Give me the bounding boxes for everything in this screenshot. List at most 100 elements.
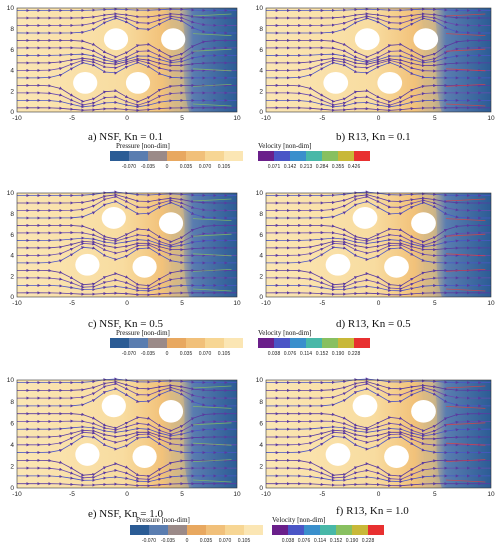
fast-streak	[445, 385, 486, 389]
velocity-tick: 0.284	[316, 164, 329, 170]
pressure-tick: 0	[166, 351, 169, 357]
pressure-tick: -0.070	[122, 351, 136, 357]
fast-streak	[192, 48, 232, 52]
y-tick-label: 8	[10, 399, 14, 406]
velocity-swatch	[352, 525, 368, 535]
pressure-legend-title: Pressure [non-dim]	[116, 329, 170, 337]
cylinder	[75, 253, 100, 276]
panel-caption: d) R13, Kn = 0.5	[336, 318, 411, 330]
pressure-swatch	[148, 338, 167, 348]
plot-frame	[265, 379, 492, 489]
pressure-legend-title: Pressure [non-dim]	[136, 516, 190, 524]
streamline	[16, 412, 237, 433]
x-tick-label: -10	[261, 115, 271, 122]
streamline	[16, 193, 237, 205]
velocity-swatch	[320, 525, 336, 535]
x-tick-label: -5	[69, 300, 75, 307]
pressure-field	[266, 193, 491, 297]
axis-labels: -10 -5 0 5 10 0 2 4 6 8 10	[256, 190, 495, 307]
pressure-swatch	[110, 338, 129, 348]
panel-b: -10 -5 0 5 10 0 2 4 6 8 10 b) R13, Kn = 0.1	[256, 5, 495, 143]
velocity-swatch	[258, 338, 274, 348]
pressure-swatch	[187, 525, 206, 535]
cylinder	[161, 28, 186, 51]
y-tick-label: 4	[259, 442, 263, 449]
velocity-swatch	[306, 151, 322, 161]
streamline	[265, 38, 492, 59]
y-tick-label: 8	[259, 399, 263, 406]
streamline	[265, 190, 491, 198]
fast-streak	[445, 442, 486, 446]
pressure-swatch	[110, 151, 129, 161]
y-tick-label: 8	[10, 211, 14, 218]
axis-labels: -10 -5 0 5 10 0 2 4 6 8 10	[7, 190, 241, 307]
cylinder	[158, 399, 184, 423]
x-tick-label: 0	[125, 300, 129, 307]
streamline	[265, 12, 491, 20]
x-tick-label: 10	[233, 491, 241, 498]
x-tick-label: 5	[180, 300, 184, 307]
cylinder	[411, 399, 436, 423]
cylinder	[158, 212, 184, 235]
pressure-tick: 0.070	[219, 538, 232, 544]
pressure-swatch	[186, 151, 205, 161]
cylinder	[352, 394, 378, 418]
fast-streak	[445, 233, 486, 237]
cylinder	[413, 28, 439, 51]
fast-streak	[445, 422, 486, 426]
y-tick-label: 4	[259, 253, 263, 260]
y-tick-label: 4	[10, 442, 14, 449]
plot-frame	[265, 7, 492, 113]
y-tick-label: 0	[10, 109, 14, 116]
y-tick-label: 2	[10, 88, 14, 95]
x-tick-label: 0	[377, 300, 381, 307]
pressure-tick: 0.070	[199, 164, 212, 170]
velocity-tick: 0.038	[268, 351, 281, 357]
cylinder	[101, 394, 126, 418]
y-tick-label: 2	[259, 88, 263, 95]
x-tick-label: -10	[12, 491, 22, 498]
x-tick-label: 0	[125, 491, 129, 498]
pressure-swatch	[148, 151, 167, 161]
velocity-swatch	[338, 151, 354, 161]
pressure-tick: -0.035	[141, 351, 155, 357]
streamline	[16, 458, 237, 479]
pressure-swatch	[186, 338, 205, 348]
velocity-swatch	[304, 525, 320, 535]
cylinder	[125, 71, 151, 94]
x-tick-label: 0	[377, 115, 381, 122]
cylinder	[132, 255, 157, 278]
streamlines	[16, 190, 238, 297]
streamline	[265, 223, 492, 244]
pressure-swatch	[225, 525, 244, 535]
x-tick-label: 10	[487, 115, 495, 122]
velocity-swatch	[288, 525, 304, 535]
y-tick-label: 0	[10, 294, 14, 301]
cylinder	[73, 71, 98, 94]
fast-streak	[192, 269, 232, 272]
y-tick-label: 6	[10, 232, 14, 239]
streamline	[16, 268, 237, 288]
streamline	[16, 83, 237, 104]
streamline	[265, 380, 491, 393]
plot-frame	[16, 7, 238, 113]
fast-streak	[445, 253, 486, 257]
y-tick-label: 4	[10, 253, 14, 260]
x-tick-label: 10	[487, 491, 495, 498]
fast-streak	[445, 218, 486, 221]
fast-streak	[192, 459, 232, 462]
axis-labels: -10 -5 0 5 10 0 2 4 6 8 10	[256, 377, 495, 498]
axis-labels: -10 -5 0 5 10 0 2 4 6 8 10	[256, 5, 495, 122]
pressure-tick: 0.105	[218, 164, 231, 170]
y-tick-label: 2	[10, 464, 14, 471]
pressure-tick: -0.070	[122, 164, 136, 170]
y-tick-label: 10	[7, 5, 15, 12]
cylinder	[352, 207, 378, 229]
x-tick-label: 5	[180, 491, 184, 498]
pressure-swatch	[129, 338, 148, 348]
velocity-tick: 0.426	[348, 164, 361, 170]
y-tick-label: 2	[259, 464, 263, 471]
fast-streak	[192, 422, 232, 426]
streamline	[265, 83, 491, 104]
